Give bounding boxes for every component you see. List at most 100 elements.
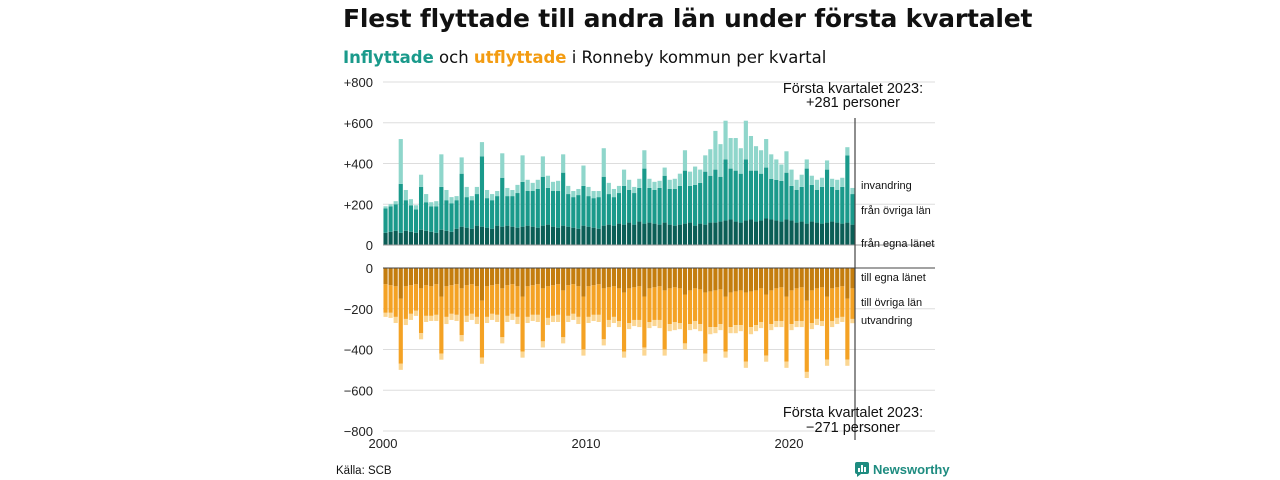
bar-out-other	[779, 287, 784, 321]
bar-out-emigration	[677, 323, 682, 330]
bar-in-immigration	[566, 185, 571, 195]
bar-out-own	[774, 268, 779, 289]
bar-out-emigration	[824, 359, 830, 366]
bar-out-other	[637, 286, 642, 320]
bar-out-own	[413, 268, 419, 285]
bar-out-other	[550, 285, 556, 316]
bar-out-other	[540, 288, 545, 342]
bar-in-other	[799, 186, 804, 222]
bar-in-own	[464, 227, 469, 245]
bar-in-immigration	[677, 173, 682, 186]
bar-out-emigration	[845, 359, 850, 366]
bar-out-other	[799, 287, 804, 321]
bar-in-other	[500, 177, 505, 227]
bar-out-own	[434, 268, 439, 285]
bar-in-other	[484, 198, 490, 228]
bar-in-immigration	[789, 169, 794, 186]
bar-in-immigration	[723, 120, 728, 160]
bar-in-immigration	[449, 197, 454, 204]
bar-out-emigration	[484, 316, 490, 324]
bar-out-other	[439, 296, 444, 354]
annotation-top-line1: Första kvartalet 2023:	[783, 81, 923, 97]
bar-out-own	[459, 268, 464, 289]
bar-out-own	[850, 268, 855, 289]
bar-in-own	[819, 223, 825, 245]
bar-in-other	[687, 185, 693, 223]
bar-in-own	[525, 225, 530, 245]
bar-out-emigration	[418, 333, 424, 340]
bar-out-other	[545, 286, 551, 318]
bar-out-own	[753, 268, 759, 291]
bar-out-other	[434, 284, 439, 315]
bar-out-other	[576, 286, 581, 317]
bar-in-immigration	[388, 204, 393, 207]
bar-out-other	[748, 291, 754, 328]
bar-in-immigration	[393, 201, 398, 205]
bar-out-other	[398, 298, 403, 364]
bar-out-own	[393, 268, 398, 287]
bar-out-own	[566, 268, 571, 286]
bar-out-emigration	[576, 316, 581, 325]
bar-in-other	[840, 186, 845, 224]
bar-out-emigration	[474, 316, 479, 325]
bar-out-other	[753, 290, 759, 326]
bar-out-own	[479, 268, 485, 301]
bar-in-immigration	[408, 199, 413, 206]
bar-in-own	[418, 229, 424, 245]
bar-out-other	[774, 288, 779, 321]
bar-out-other	[682, 294, 688, 344]
bar-in-immigration	[591, 191, 596, 199]
bar-in-immigration	[708, 149, 713, 176]
bar-out-other	[718, 289, 723, 325]
bar-in-immigration	[845, 147, 850, 156]
bar-in-other	[672, 188, 677, 226]
bar-in-own	[586, 226, 591, 245]
bar-in-other	[540, 176, 545, 226]
bar-out-other	[647, 288, 652, 322]
bar-out-emigration	[434, 314, 439, 321]
bar-in-own	[627, 222, 632, 245]
bar-out-emigration	[642, 347, 647, 356]
bar-out-own	[429, 268, 434, 287]
bar-in-own	[566, 226, 571, 245]
bar-in-other	[429, 206, 434, 232]
bar-out-emigration	[794, 320, 799, 328]
bar-in-own	[687, 222, 693, 245]
bar-out-own	[439, 268, 444, 297]
bar-in-own	[672, 225, 677, 245]
bar-in-own	[652, 223, 657, 245]
bar-out-emigration	[632, 319, 637, 327]
bar-out-other	[733, 291, 738, 326]
bar-in-other	[677, 185, 682, 225]
bar-out-own	[830, 268, 835, 289]
bar-in-immigration	[733, 138, 738, 171]
bar-in-own	[434, 232, 439, 245]
bar-out-own	[794, 268, 799, 289]
bar-out-own	[601, 268, 606, 289]
bar-out-other	[510, 284, 515, 314]
bar-in-immigration	[606, 182, 611, 195]
bar-out-other	[479, 300, 485, 358]
bar-out-own	[403, 268, 408, 287]
brand-logo[interactable]: Newsworthy	[855, 462, 950, 477]
bar-out-emigration	[753, 325, 759, 332]
bar-in-own	[769, 219, 774, 245]
bar-in-other	[616, 193, 622, 224]
bar-out-emigration	[698, 324, 703, 332]
bar-in-other	[606, 194, 611, 225]
bar-out-other	[708, 291, 713, 328]
bar-out-own	[484, 268, 490, 287]
annotation-bottom-line1: Första kvartalet 2023:	[783, 405, 923, 421]
bar-in-own	[479, 226, 485, 245]
bar-out-emigration	[804, 371, 809, 379]
bar-out-emigration	[505, 315, 510, 322]
bar-in-immigration	[784, 151, 789, 173]
bar-out-other	[525, 286, 530, 317]
bar-out-own	[616, 268, 622, 289]
bar-in-other	[505, 196, 510, 226]
bar-out-other	[530, 285, 535, 315]
bar-out-other	[444, 286, 449, 317]
bar-in-own	[413, 232, 419, 245]
bar-in-immigration	[769, 154, 774, 179]
bar-out-own	[591, 268, 596, 286]
